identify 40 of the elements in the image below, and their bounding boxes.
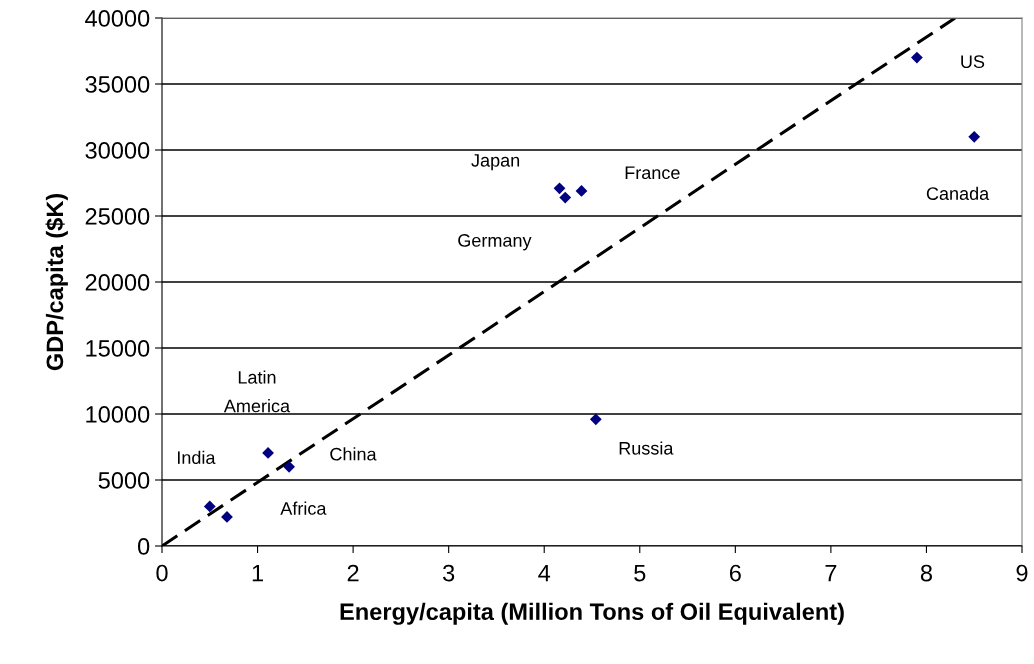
point bbox=[575, 185, 588, 197]
annotation: France bbox=[625, 166, 680, 180]
x-axis-title: Energy/capita (Million Tons of Oil Equivalent) bbox=[340, 602, 844, 625]
annotation: India bbox=[177, 450, 216, 465]
x-tick-label: 5 bbox=[634, 564, 646, 582]
point bbox=[203, 500, 216, 513]
y-tick-label: 35000 bbox=[85, 76, 150, 93]
y-tick-label: 30000 bbox=[85, 142, 150, 159]
x-tick-label: 8 bbox=[920, 564, 932, 582]
y-tick-label: 5000 bbox=[98, 472, 150, 489]
y-tick-label: 20000 bbox=[85, 274, 150, 291]
x-tick-label: 4 bbox=[538, 564, 551, 582]
y-tick-label: 25000 bbox=[85, 208, 150, 225]
x-tick-label: 6 bbox=[729, 564, 741, 582]
x-tick-label: 1 bbox=[252, 564, 263, 582]
point bbox=[553, 182, 566, 195]
annotation: China bbox=[330, 447, 377, 461]
annotation: Latin America bbox=[223, 370, 291, 413]
annotation: Africa bbox=[280, 501, 327, 515]
annotation: US bbox=[961, 55, 985, 68]
point bbox=[283, 460, 295, 473]
y-tick-label: 15000 bbox=[86, 340, 150, 357]
annotation: Germany bbox=[458, 234, 532, 251]
y-tick-label: 0 bbox=[137, 538, 150, 555]
point bbox=[559, 191, 572, 204]
x-tick-label: 7 bbox=[825, 564, 837, 582]
x-tick-label: 0 bbox=[156, 564, 168, 582]
point bbox=[262, 447, 274, 459]
y-tick-label: 40000 bbox=[85, 10, 150, 27]
point bbox=[589, 413, 602, 426]
x-tick-label: 9 bbox=[1016, 564, 1028, 582]
point bbox=[968, 130, 981, 143]
x-tick-label: 2 bbox=[347, 564, 359, 582]
y-tick-label: 10000 bbox=[86, 406, 150, 423]
annotation: Japan bbox=[471, 154, 520, 171]
annotation: Canada bbox=[926, 186, 990, 200]
annotation: Russia bbox=[619, 441, 674, 455]
x-tick-label: 3 bbox=[443, 564, 455, 582]
y-axis-title: GDP/capita ($K) bbox=[45, 193, 68, 371]
point bbox=[911, 51, 923, 64]
